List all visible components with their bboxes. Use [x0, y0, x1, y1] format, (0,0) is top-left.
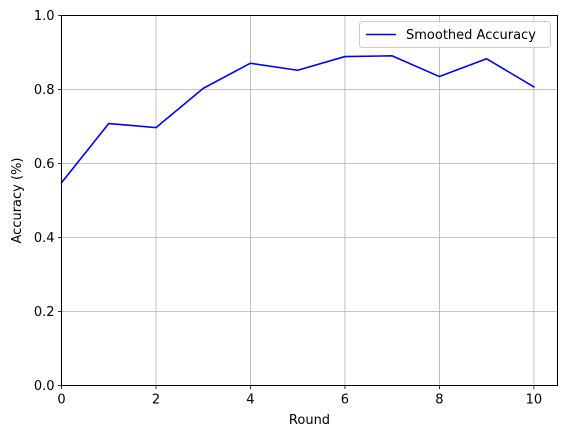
legend-box: [359, 21, 551, 48]
y-tick-label-3: 0.6: [34, 157, 55, 172]
y-tick-label-0: 0.0: [34, 379, 55, 394]
x-tick-label-5: 10: [526, 393, 543, 408]
y-tick-label-1: 0.2: [34, 305, 55, 320]
x-axis-label: Round: [289, 413, 330, 428]
x-axis-ticks: 0 2 4 6 8 10: [57, 385, 543, 408]
legend: Smoothed Accuracy: [359, 21, 551, 48]
y-tick-label-4: 0.8: [34, 83, 55, 98]
x-tick-label-1: 2: [152, 393, 160, 408]
plot-frame: [61, 15, 558, 386]
x-tick-label-0: 0: [57, 393, 65, 408]
legend-label-smoothed-accuracy: Smoothed Accuracy: [406, 28, 536, 43]
x-tick-label-2: 4: [246, 393, 254, 408]
y-axis-ticks: 0.0 0.2 0.4 0.6 0.8 1.0: [34, 9, 62, 394]
y-axis-label: Accuracy (%): [10, 158, 25, 244]
x-tick-label-3: 6: [341, 393, 349, 408]
y-tick-label-5: 1.0: [34, 9, 55, 24]
y-tick-label-2: 0.4: [34, 231, 55, 246]
x-tick-label-4: 8: [435, 393, 443, 408]
